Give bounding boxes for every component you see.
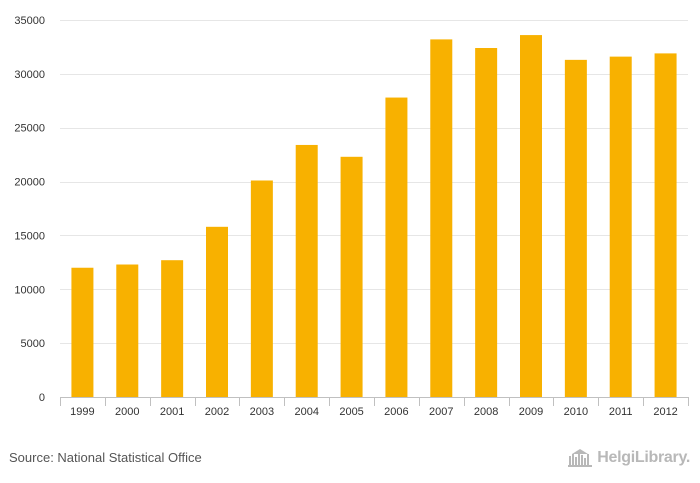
bar-2010[interactable] (564, 59, 587, 398)
brand-name: HelgiLibrary. (597, 449, 690, 466)
y-tick-label: 10000 (14, 284, 45, 296)
x-tick-label: 2007 (429, 406, 453, 418)
x-tick-label: 2012 (653, 406, 677, 418)
library-icon (568, 449, 593, 467)
axes: 0 5000 10000 15000 20000 25000 30000 35000 1999 2… (14, 15, 689, 418)
bar-2009[interactable] (520, 35, 542, 397)
x-tick-label: 2005 (339, 406, 363, 418)
y-tick-label: 15000 (14, 230, 45, 242)
bar-2006[interactable] (385, 97, 408, 397)
x-tick-label: 1999 (70, 406, 94, 418)
y-tick-label: 5000 (21, 338, 45, 350)
bar-2000[interactable] (116, 264, 139, 397)
x-tick-label: 2011 (609, 406, 633, 418)
x-tick-label: 2004 (294, 406, 318, 418)
x-tick-label: 2003 (250, 406, 274, 418)
bar-2012[interactable] (654, 53, 677, 398)
bar-2003[interactable] (250, 180, 273, 397)
bar-2005[interactable] (340, 156, 363, 397)
bar-1999[interactable] (71, 267, 94, 397)
bar-series (71, 35, 677, 398)
y-tick-label: 35000 (14, 15, 45, 27)
bar-2004[interactable] (295, 144, 318, 397)
bar-2008[interactable] (475, 48, 498, 398)
x-tick-label: 2002 (205, 406, 229, 418)
y-tick-label: 30000 (14, 69, 45, 81)
bar-2007[interactable] (430, 39, 453, 397)
y-tick-label: 20000 (14, 177, 45, 189)
bar-2011[interactable] (609, 56, 632, 397)
bar-2002[interactable] (206, 226, 228, 397)
x-tick-label: 2000 (115, 406, 139, 418)
brand-logo[interactable]: HelgiLibrary. (568, 447, 690, 469)
x-tick-label: 2001 (160, 406, 184, 418)
x-tick-label: 2008 (474, 406, 498, 418)
x-tick-label: 2010 (564, 406, 588, 418)
source-note: Source: National Statistical Office (9, 450, 202, 465)
x-tick-label: 2009 (519, 406, 543, 418)
bar-2001[interactable] (161, 260, 184, 397)
y-tick-label: 25000 (14, 123, 45, 135)
gridlines (60, 20, 688, 344)
y-tick-label: 0 (39, 392, 45, 404)
x-tick-label: 2006 (384, 406, 408, 418)
